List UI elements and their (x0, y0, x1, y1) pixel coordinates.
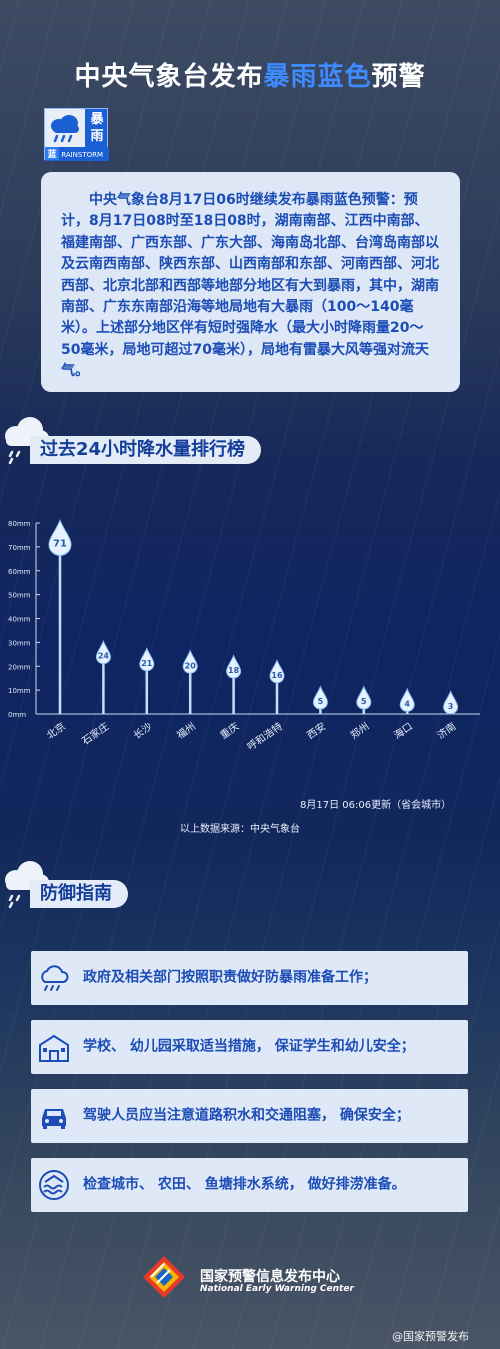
y-tick-label: 40mm (8, 616, 31, 624)
tip-text: 检查城市、 农田、 鱼塘排水系统， 做好排涝准备。 (83, 1176, 406, 1193)
bulletin-card: 中央气象台8月17日06时继续发布暴雨蓝色预警：预计，8月17日08时至18日0… (41, 172, 460, 392)
rain-cloud-icon (41, 965, 69, 991)
tip-card: 政府及相关部门按照职责做好防暴雨准备工作； (31, 951, 468, 1005)
category-label: 北京 (44, 720, 68, 742)
data-label: 3 (448, 702, 454, 711)
y-tick-label: 70mm (8, 544, 31, 552)
category-label: 西安 (304, 720, 328, 742)
y-tick-label: 10mm (8, 687, 31, 695)
y-tick-label: 0mm (8, 711, 26, 719)
data-label: 5 (361, 697, 367, 706)
defense-section-header: 防御指南 (0, 858, 160, 908)
category-label: 呼和浩特 (245, 720, 285, 753)
category-label: 石家庄 (79, 720, 111, 748)
ranking-title: 过去24小时降水量排行榜 (30, 436, 262, 464)
raindrop-mark (182, 649, 198, 674)
data-label: 5 (318, 697, 324, 706)
raindrop-mark (226, 654, 242, 679)
bulletin-text: 中央气象台8月17日06时继续发布暴雨蓝色预警：预计，8月17日08时至18日0… (61, 192, 439, 380)
y-tick-label: 30mm (8, 639, 31, 647)
category-label: 福州 (174, 720, 198, 742)
data-label: 71 (53, 538, 67, 549)
page-title: 中央气象台发布暴雨蓝色预警 (0, 56, 500, 93)
raindrop-mark (139, 647, 155, 672)
title-suffix: 预警 (371, 62, 426, 92)
rainfall-chart: 0mm 10mm 20mm 30mm 40mm 50mm 60mm 70mm 80mm 71 北京 2… (8, 518, 480, 753)
drainage-icon (39, 1170, 69, 1200)
tip-card: 学校、 幼儿园采取适当措施， 保证学生和幼儿安全； (31, 1020, 468, 1074)
badge-type: 暴雨 (90, 112, 104, 144)
rain-cloud-icon (45, 109, 85, 147)
raindrop-mark (399, 687, 415, 712)
data-label: 24 (98, 652, 110, 661)
category-label: 济南 (434, 720, 458, 742)
y-tick-label: 50mm (8, 592, 31, 600)
source-note: 以上数据来源：中央气象台 (180, 824, 300, 835)
badge-level: 蓝 (45, 147, 59, 160)
y-tick-label: 80mm (8, 520, 31, 528)
category-label: 海口 (391, 720, 415, 742)
school-icon (39, 1034, 69, 1062)
category-label: 郑州 (348, 720, 372, 742)
raindrop-mark (356, 685, 372, 710)
raindrop-mark (48, 518, 72, 556)
ranking-section-header: 过去24小时降水量排行榜 (0, 414, 280, 464)
raindrop-mark (269, 659, 285, 684)
raindrop-mark (312, 685, 328, 710)
title-highlight: 暴雨蓝色 (263, 62, 372, 92)
nwc-logo-icon (143, 1256, 185, 1298)
title-prefix: 中央气象台发布 (74, 62, 264, 92)
data-label: 21 (141, 659, 153, 668)
y-tick-label: 60mm (8, 568, 31, 576)
tip-text: 驾驶人员应当注意道路积水和交通阻塞， 确保安全； (83, 1107, 410, 1124)
data-label: 4 (404, 699, 410, 708)
tip-card: 驾驶人员应当注意道路积水和交通阻塞， 确保安全； (31, 1089, 468, 1143)
warning-badge: 暴雨 蓝 RAINSTORM (44, 108, 109, 161)
footer-org-en: National Early Warning Center (200, 1284, 354, 1294)
car-icon (42, 1109, 66, 1129)
raindrop-mark (95, 639, 111, 665)
badge-footer: 蓝 RAINSTORM (45, 147, 109, 161)
update-note: 8月17日 06:06更新（省会城市） (300, 800, 452, 811)
category-label: 长沙 (131, 720, 154, 741)
footer-org-cn: 国家预警信息发布中心 (200, 1269, 340, 1285)
tip-text: 政府及相关部门按照职责做好防暴雨准备工作； (83, 969, 377, 986)
tip-card: 检查城市、 农田、 鱼塘排水系统， 做好排涝准备。 (31, 1158, 468, 1212)
category-label: 重庆 (217, 720, 241, 742)
y-tick-label: 20mm (8, 663, 31, 671)
defense-title: 防御指南 (30, 880, 128, 908)
badge-en: RAINSTORM (61, 151, 104, 159)
data-label: 18 (228, 666, 240, 675)
raindrop-mark (443, 690, 459, 715)
tip-text: 学校、 幼儿园采取适当措施， 保证学生和幼儿安全； (83, 1038, 415, 1055)
data-label: 16 (271, 671, 283, 680)
watermark: @国家预警发布 (392, 1330, 469, 1343)
data-label: 20 (185, 661, 197, 670)
